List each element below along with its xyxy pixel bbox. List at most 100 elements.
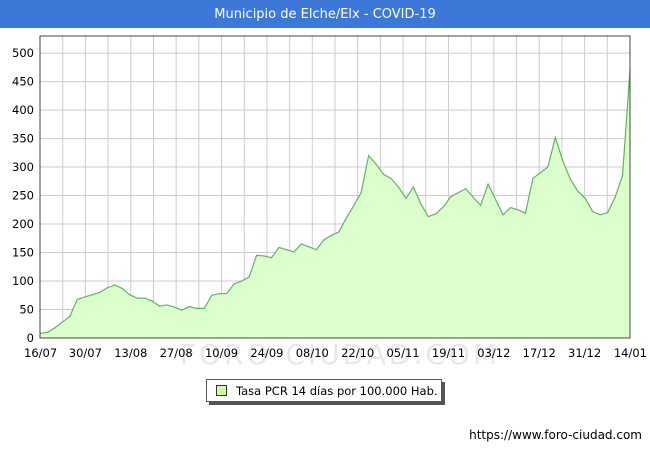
y-tick-label: 50: [19, 303, 34, 317]
data-point: [84, 296, 86, 298]
data-point: [442, 206, 444, 208]
data-point: [532, 177, 534, 180]
data-point: [577, 190, 579, 192]
source-url: https://www.foro-ciudad.com: [469, 428, 642, 442]
data-point: [218, 292, 220, 295]
data-point: [300, 243, 302, 245]
data-point: [338, 231, 340, 233]
data-point: [509, 206, 512, 209]
data-point: [345, 217, 347, 219]
chart-title: Municipio de Elche/Elx - COVID-19: [214, 6, 436, 22]
data-point: [599, 214, 601, 216]
data-point: [390, 177, 392, 180]
data-point: [255, 254, 258, 256]
plot-frame: [39, 35, 631, 339]
y-tick-label: 400: [12, 103, 34, 117]
data-point: [330, 234, 332, 237]
data-point: [547, 166, 549, 168]
x-tick-label: 13/08: [114, 346, 147, 360]
data-point: [465, 188, 467, 190]
y-tick-label: 150: [12, 246, 34, 260]
data-point: [606, 212, 609, 214]
data-point: [158, 305, 161, 307]
data-point: [382, 173, 385, 176]
data-point: [375, 163, 377, 165]
data-point: [76, 298, 78, 300]
data-point: [412, 186, 415, 188]
data-point: [487, 183, 489, 185]
data-point: [614, 196, 616, 198]
data-point: [494, 198, 497, 201]
y-tick-label: 300: [12, 160, 34, 174]
data-point: [91, 294, 93, 296]
x-tick-label: 17/12: [523, 346, 556, 360]
data-point: [621, 175, 624, 177]
data-point: [524, 212, 527, 214]
data-point: [54, 327, 56, 329]
x-tick-label: 31/12: [568, 346, 601, 360]
series-line: [39, 70, 631, 335]
data-point: [143, 297, 146, 299]
data-point: [285, 249, 288, 251]
data-point: [226, 292, 228, 295]
data-point: [308, 246, 310, 248]
data-point: [263, 255, 265, 257]
data-point: [450, 196, 452, 198]
data-point: [106, 287, 108, 289]
y-tick-label: 0: [27, 331, 34, 345]
x-axis: 16/07 30/07 13/08 27/08 10/09 24/09 08/10 22/10…: [24, 346, 647, 360]
data-point: [248, 276, 250, 278]
data-point: [480, 204, 482, 206]
data-point: [188, 306, 190, 308]
data-point: [539, 172, 541, 174]
y-tick-label: 100: [12, 274, 34, 288]
watermark-text: FORO-CIUDAD.COM: [180, 338, 500, 371]
data-point: [173, 306, 176, 308]
x-tick-label: 14/01: [614, 346, 647, 360]
data-point: [584, 197, 586, 199]
data-point: [121, 287, 123, 290]
x-tick-label: 24/09: [250, 346, 283, 360]
x-tick-label: 19/11: [432, 346, 465, 360]
chart-title-bar: Municipio de Elche/Elx - COVID-19: [0, 0, 650, 28]
data-point: [592, 210, 594, 213]
data-point: [69, 315, 71, 317]
data-point: [166, 304, 168, 306]
legend-label: Tasa PCR 14 días por 100.000 Hab.: [236, 383, 438, 398]
data-point: [360, 192, 362, 194]
x-tick-label: 30/07: [69, 346, 102, 360]
data-point: [181, 309, 183, 311]
data-point: [554, 136, 556, 139]
data-point: [323, 239, 325, 241]
data-point: [405, 197, 407, 199]
data-point: [196, 307, 198, 309]
data-point: [420, 203, 422, 205]
y-tick-label: 350: [12, 132, 34, 146]
x-tick-label: 27/08: [160, 346, 193, 360]
y-tick-label: 250: [12, 189, 34, 203]
data-point: [203, 307, 205, 309]
legend-swatch: [216, 385, 227, 396]
data-point: [129, 294, 131, 296]
data-point: [353, 205, 355, 207]
x-tick-label: 08/10: [296, 346, 329, 360]
data-point: [293, 251, 295, 253]
y-tick-label: 500: [12, 46, 34, 60]
data-point: [397, 186, 400, 188]
x-tick-label: 03/12: [477, 346, 510, 360]
x-tick-label: 16/07: [24, 346, 57, 360]
chart-legend: Tasa PCR 14 días por 100.000 Hab.: [206, 379, 442, 402]
y-tick-label: 450: [12, 75, 34, 89]
data-point: [472, 196, 474, 198]
data-point: [233, 283, 235, 285]
series-area-fill: [40, 70, 630, 338]
data-point: [46, 331, 49, 333]
data-point: [241, 280, 243, 282]
data-point: [502, 214, 504, 216]
data-point: [270, 257, 273, 259]
data-point: [114, 284, 116, 286]
y-tick-label: 200: [12, 217, 34, 231]
x-tick-label: 05/11: [386, 346, 419, 360]
data-point: [517, 209, 519, 211]
